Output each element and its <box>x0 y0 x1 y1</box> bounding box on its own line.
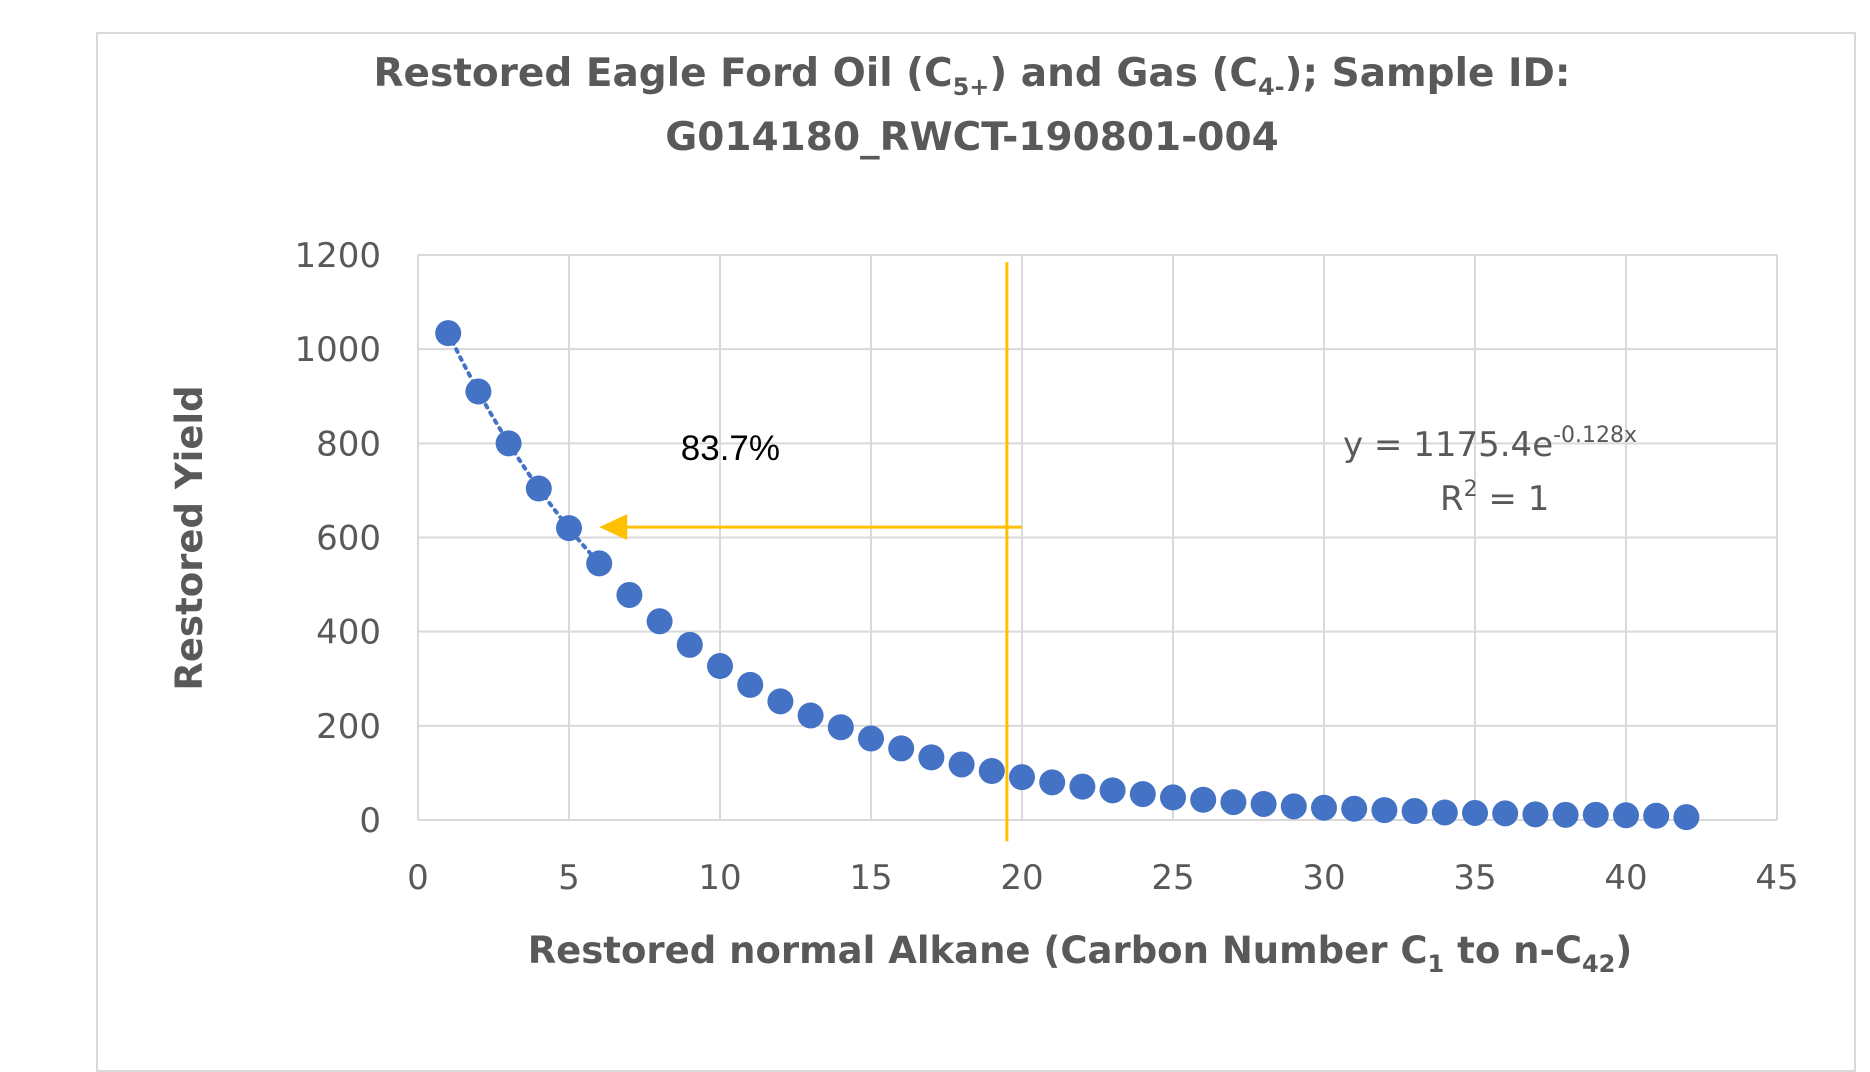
chart-title-line1: Restored Eagle Ford Oil (C5+) and Gas (C… <box>374 51 1571 101</box>
annotation-layer <box>599 262 1022 842</box>
chart-frame <box>96 32 1856 1072</box>
data-point <box>1160 784 1186 811</box>
data-point <box>1099 777 1126 804</box>
chart-canvas: 0 5 10 15 20 25 30 35 40 45020040060080010001200 … <box>168 51 1799 978</box>
data-point <box>495 430 522 457</box>
data-point <box>737 671 764 698</box>
data-point <box>1280 793 1307 820</box>
x-tick-label: 0 <box>407 858 429 898</box>
data-point <box>1009 764 1035 791</box>
annotation-arrow-head <box>599 514 628 541</box>
x-axis-title: Restored normal Alkane (Carbon Number C1… <box>528 929 1633 978</box>
x-tick-label: 20 <box>1000 858 1043 898</box>
trendline-r-squared: R2 = 1 <box>1440 477 1549 519</box>
data-point <box>1371 797 1398 824</box>
data-point <box>978 758 1005 785</box>
trendline-equation: y = 1175.4e-0.128x <box>1343 423 1637 465</box>
data-point <box>767 688 794 715</box>
chart-title-line2: G014180_RWCT-190801-004 <box>665 115 1278 160</box>
data-point <box>1492 800 1519 827</box>
data-point <box>525 475 552 502</box>
data-point <box>1190 786 1217 813</box>
data-point <box>465 378 492 405</box>
data-point <box>1401 798 1428 825</box>
y-tick-label: 600 <box>316 519 381 559</box>
data-point <box>616 581 643 608</box>
data-point <box>1431 799 1458 826</box>
data-point <box>1462 799 1488 826</box>
x-tick-label: 5 <box>558 858 580 898</box>
data-point <box>1613 802 1639 829</box>
data-point <box>707 653 733 680</box>
data-point <box>1552 801 1579 828</box>
data-point <box>1522 801 1549 828</box>
x-tick-label: 40 <box>1604 858 1647 898</box>
data-point <box>797 702 824 729</box>
y-tick-label: 400 <box>316 613 381 653</box>
x-tick-label: 10 <box>698 858 741 898</box>
x-tick-label: 45 <box>1755 858 1798 898</box>
data-point <box>827 714 854 741</box>
data-point <box>918 744 945 771</box>
data-point <box>435 320 462 347</box>
data-point <box>556 515 582 542</box>
data-point <box>888 735 915 762</box>
data-point <box>1311 794 1337 821</box>
data-point <box>1341 795 1368 822</box>
y-tick-label: 800 <box>316 424 381 464</box>
data-point <box>1643 802 1670 829</box>
data-point <box>1129 781 1156 808</box>
y-tick-label: 1200 <box>294 236 381 276</box>
data-point <box>858 725 884 752</box>
percent-annotation: 83.7% <box>681 429 780 468</box>
y-axis-title: Restored Yield <box>168 385 211 690</box>
data-point <box>1673 804 1700 831</box>
data-point <box>1582 801 1609 828</box>
data-point <box>676 631 703 658</box>
x-tick-label: 25 <box>1151 858 1194 898</box>
data-point <box>646 608 673 635</box>
data-point <box>1220 789 1247 816</box>
tick-labels: 0 5 10 15 20 25 30 35 40 45 0 200 400 600 800 1000 1200 <box>294 236 1798 898</box>
grid <box>417 254 1778 821</box>
data-point <box>586 550 613 577</box>
x-tick-label: 35 <box>1453 858 1496 898</box>
data-point <box>1039 769 1066 796</box>
data-point <box>1069 773 1096 800</box>
data-point <box>948 751 975 778</box>
x-tick-label: 15 <box>849 858 892 898</box>
y-tick-label: 0 <box>359 801 381 841</box>
x-tick-label: 30 <box>1302 858 1345 898</box>
data-points <box>435 320 1700 831</box>
y-tick-label: 200 <box>316 707 381 747</box>
y-tick-label: 1000 <box>294 330 381 370</box>
data-point <box>1250 790 1277 817</box>
